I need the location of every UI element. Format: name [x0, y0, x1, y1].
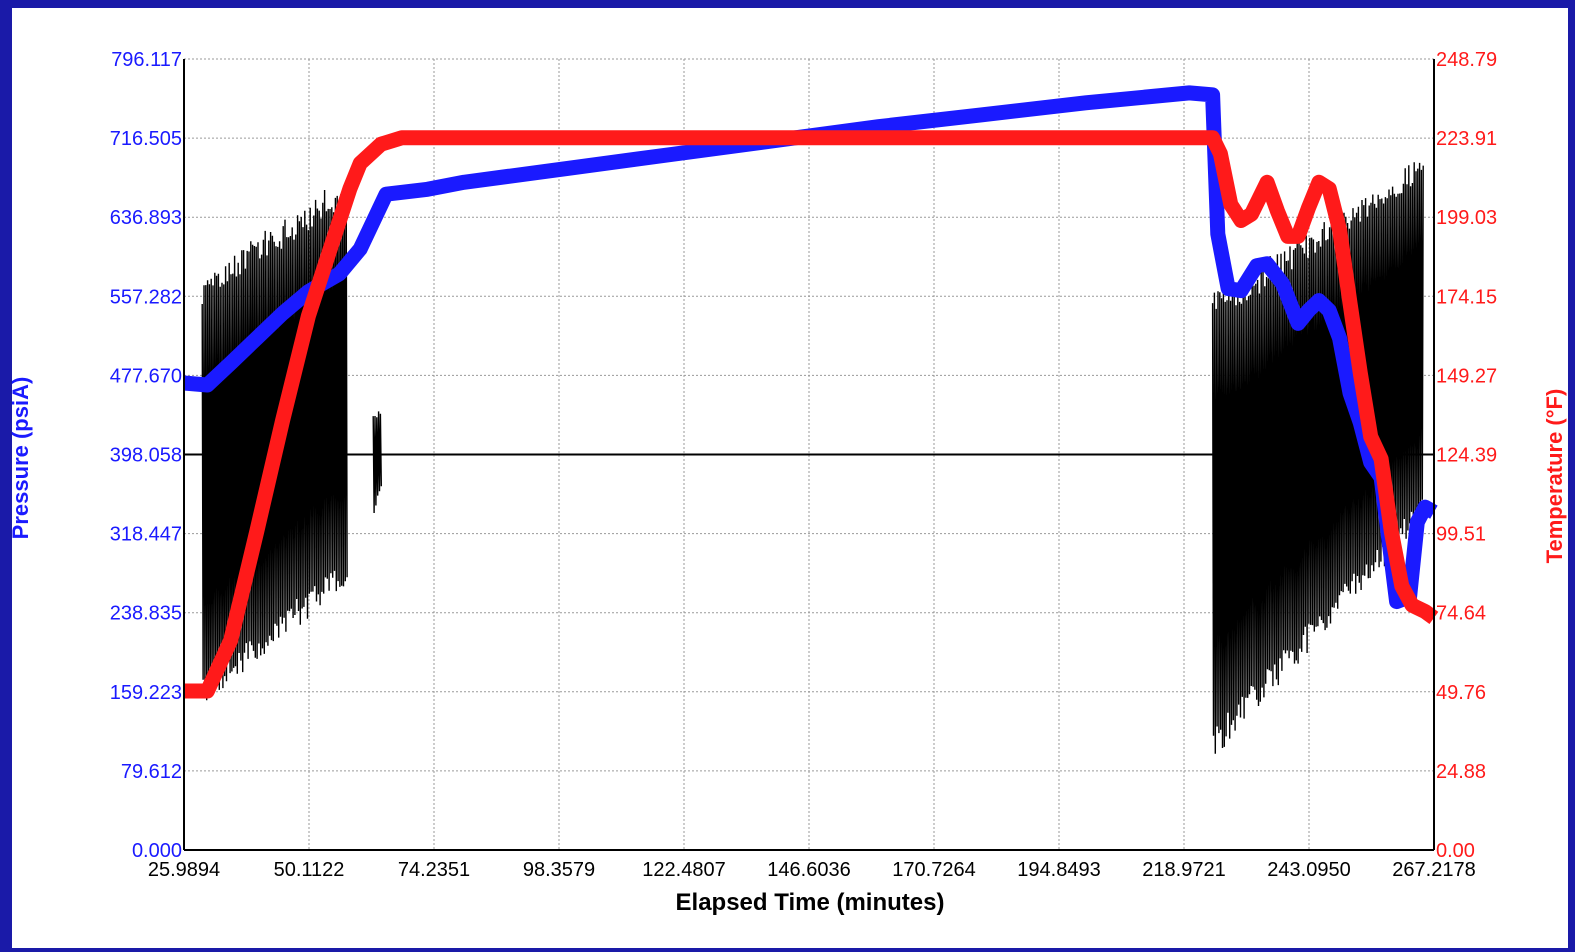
- x-axis-title: Elapsed Time (minutes): [676, 889, 945, 916]
- left-tick-label: 238.835: [110, 603, 182, 625]
- signal-region: [372, 411, 382, 514]
- right-axis-title: Temperature (°F): [1542, 389, 1567, 564]
- left-tick-label: 636.893: [110, 207, 182, 229]
- x-tick-label: 98.3579: [523, 859, 595, 881]
- right-tick-label: 223.91: [1436, 128, 1497, 150]
- left-tick-label: 159.223: [110, 682, 182, 704]
- right-tick-label: 199.03: [1436, 207, 1497, 229]
- left-axis-title: Pressure (psiA): [12, 377, 33, 540]
- x-tick-label: 50.1122: [274, 859, 345, 881]
- pressure-series-line: [183, 85, 1438, 610]
- left-tick-label: 79.612: [121, 761, 182, 783]
- right-tick-label: 124.39: [1436, 445, 1497, 467]
- x-tick-label: 146.6036: [767, 859, 850, 881]
- signal-region: [1211, 162, 1424, 754]
- right-tick-label: 24.88: [1436, 761, 1486, 783]
- left-tick-label: 557.282: [110, 286, 182, 308]
- x-tick-label: 194.8493: [1017, 859, 1100, 881]
- right-tick-label: 248.79: [1436, 49, 1497, 71]
- right-tick-label: 0.00: [1436, 840, 1475, 862]
- x-tick-label: 170.7264: [892, 859, 975, 881]
- left-tick-label: 796.117: [111, 49, 182, 71]
- left-tick-label: 398.058: [110, 445, 182, 467]
- x-tick-label: 267.2178: [1392, 859, 1475, 881]
- left-tick-label: 716.505: [110, 128, 182, 150]
- x-tick-label: 243.0950: [1267, 859, 1350, 881]
- tick-labels: 25.9894 50.1122 74.2351 98.3579 122.4807 146.…: [110, 49, 1497, 881]
- right-tick-label: 49.76: [1436, 682, 1486, 704]
- right-tick-label: 99.51: [1436, 524, 1486, 546]
- x-tick-label: 122.4807: [642, 859, 725, 881]
- axes: [183, 59, 1435, 851]
- temperature-series-line: [184, 130, 1439, 699]
- left-tick-label: 0.000: [132, 840, 182, 862]
- x-tick-label: 25.9894: [148, 859, 220, 881]
- x-tick-label: 218.9721: [1142, 859, 1225, 881]
- right-tick-label: 149.27: [1436, 365, 1497, 387]
- series-lines: [183, 85, 1439, 699]
- right-tick-label: 74.64: [1436, 603, 1486, 625]
- x-tick-label: 74.2351: [398, 859, 470, 881]
- dual-axis-line-chart: 25.9894 50.1122 74.2351 98.3579 122.4807 146.…: [12, 49, 1567, 916]
- left-tick-label: 477.670: [110, 365, 182, 387]
- left-tick-label: 318.447: [110, 524, 182, 546]
- right-tick-label: 174.15: [1436, 286, 1497, 308]
- chart-frame: 25.9894 50.1122 74.2351 98.3579 122.4807 146.…: [12, 8, 1568, 948]
